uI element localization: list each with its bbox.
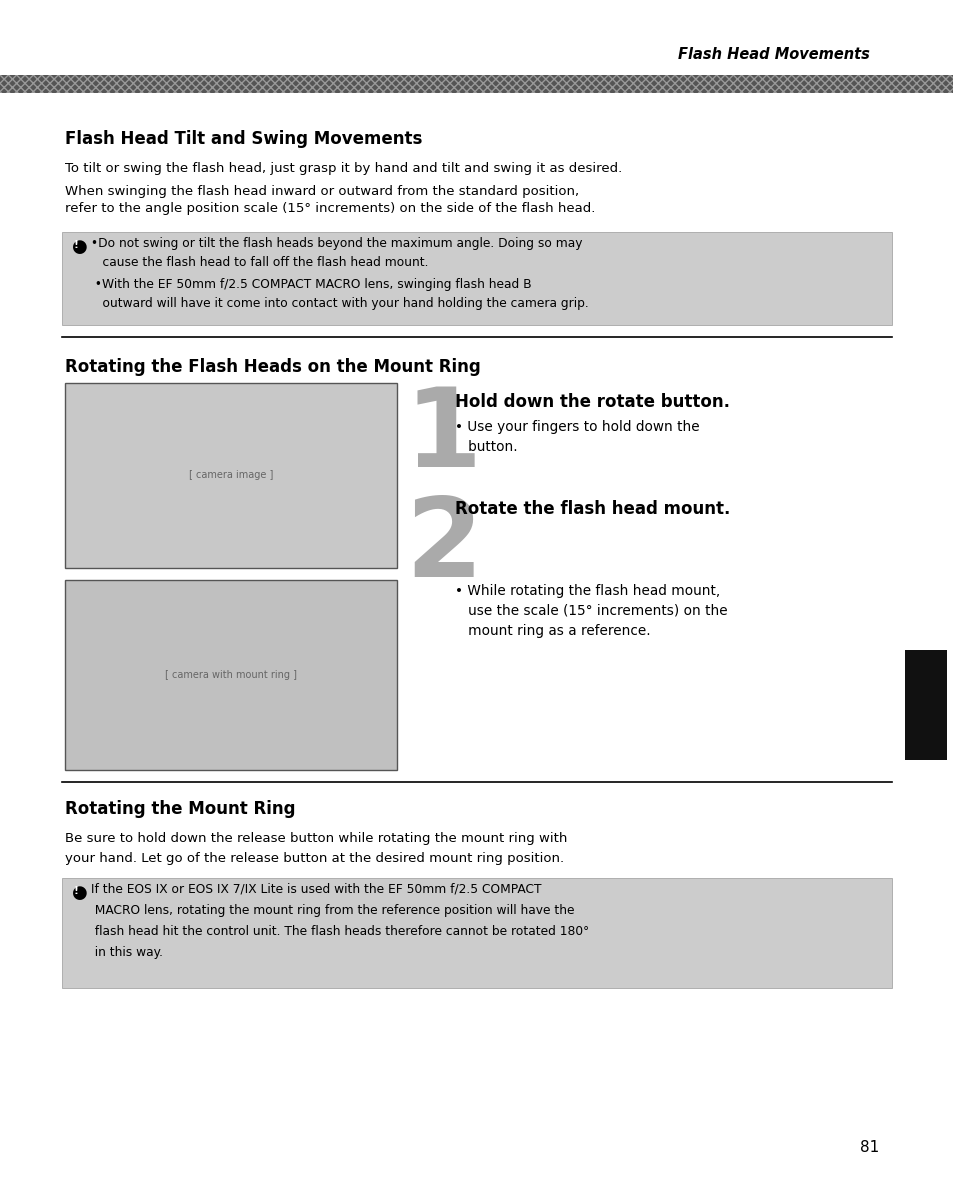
Text: Flash Head Tilt and Swing Movements: Flash Head Tilt and Swing Movements [65, 129, 422, 148]
Text: If the EOS IX or EOS IX 7/IX Lite is used with the EF 50mm f/2.5 COMPACT: If the EOS IX or EOS IX 7/IX Lite is use… [87, 883, 541, 896]
Text: Rotating the Mount Ring: Rotating the Mount Ring [65, 800, 295, 818]
Text: •Do not swing or tilt the flash heads beyond the maximum angle. Doing so may: •Do not swing or tilt the flash heads be… [87, 237, 582, 250]
Text: Rotate the flash head mount.: Rotate the flash head mount. [455, 500, 730, 518]
Text: cause the flash head to fall off the flash head mount.: cause the flash head to fall off the fla… [87, 257, 428, 270]
Text: flash head hit the control unit. The flash heads therefore cannot be rotated 180: flash head hit the control unit. The fla… [87, 925, 589, 938]
Text: Be sure to hold down the release button while rotating the mount ring with: Be sure to hold down the release button … [65, 832, 567, 845]
Text: 81: 81 [860, 1141, 879, 1155]
Text: !: ! [73, 239, 78, 250]
Text: Flash Head Movements: Flash Head Movements [678, 47, 869, 62]
Text: button.: button. [455, 440, 517, 454]
Text: Hold down the rotate button.: Hold down the rotate button. [455, 393, 729, 411]
Text: 2: 2 [405, 493, 482, 600]
Text: ●: ● [71, 238, 88, 257]
Bar [904, 650, 946, 760]
Text: ●: ● [71, 884, 88, 902]
Bar [65, 383, 396, 568]
Text: in this way.: in this way. [87, 946, 163, 959]
Text: 1: 1 [405, 383, 482, 490]
Text: !: ! [73, 885, 78, 896]
Bar [62, 232, 891, 325]
Text: outward will have it come into contact with your hand holding the camera grip.: outward will have it come into contact w… [87, 297, 588, 310]
Text: [ camera with mount ring ]: [ camera with mount ring ] [165, 670, 296, 680]
Text: •With the EF 50mm f/2.5 COMPACT MACRO lens, swinging flash head B: •With the EF 50mm f/2.5 COMPACT MACRO le… [87, 278, 531, 291]
Text: use the scale (15° increments) on the: use the scale (15° increments) on the [455, 604, 727, 618]
Text: To tilt or swing the flash head, just grasp it by hand and tilt and swing it as : To tilt or swing the flash head, just gr… [65, 162, 621, 175]
Bar [0, 75, 953, 93]
Text: • Use your fingers to hold down the: • Use your fingers to hold down the [455, 420, 699, 434]
Text: • While rotating the flash head mount,: • While rotating the flash head mount, [455, 584, 720, 598]
Text: MACRO lens, rotating the mount ring from the reference position will have the: MACRO lens, rotating the mount ring from… [87, 904, 574, 917]
Text: When swinging the flash head inward or outward from the standard position,
refer: When swinging the flash head inward or o… [65, 185, 595, 215]
Text: your hand. Let go of the release button at the desired mount ring position.: your hand. Let go of the release button … [65, 852, 563, 865]
Bar [65, 580, 396, 770]
Text: mount ring as a reference.: mount ring as a reference. [455, 624, 650, 638]
Text: [ camera image ]: [ camera image ] [189, 471, 273, 480]
Text: Rotating the Flash Heads on the Mount Ring: Rotating the Flash Heads on the Mount Ri… [65, 358, 480, 375]
Bar [62, 878, 891, 988]
Bar [0, 75, 953, 93]
